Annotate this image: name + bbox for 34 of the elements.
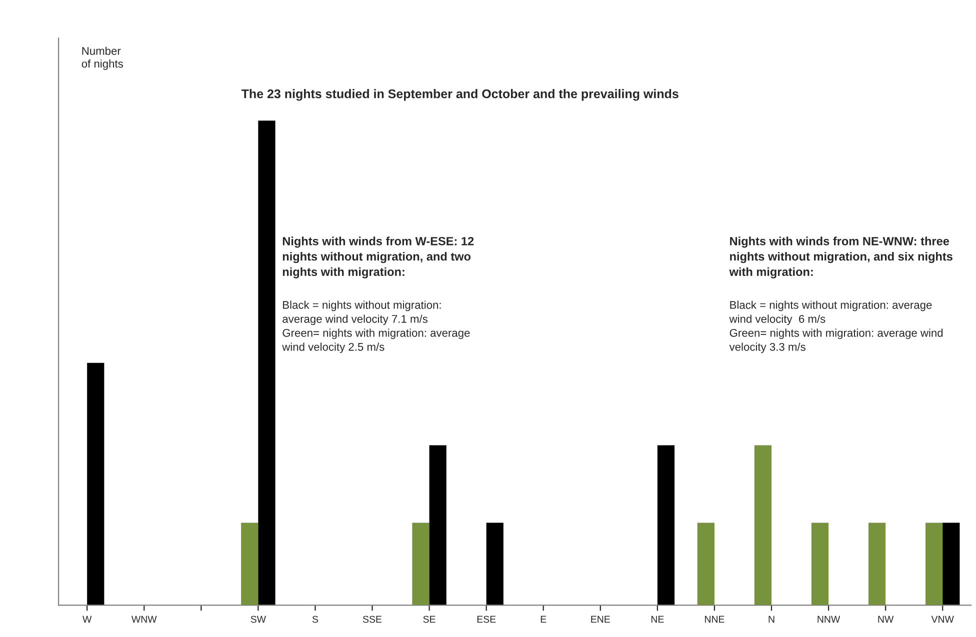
x-tick-label: W [82,616,92,623]
bar [657,445,675,606]
x-tick-label: N [768,616,774,623]
x-tick-label: SW [250,616,266,623]
x-tick-label: SE [423,616,436,623]
x-tick-label: NE [651,616,664,623]
bar [942,522,960,606]
x-tick-label: VNW [931,616,954,623]
annotation: Nights with winds from NE-WNW: three nights without migration, and six nights with migration: [729,236,952,278]
annotation: Nights with winds from W-ESE: 12 nights without migration, and two nights with migration: [282,236,474,278]
bar [868,522,886,606]
annotation: Black = nights without migration: average wind velocity 6 m/s Green= nights with migration: average wind velocity 3.3 m/s [729,300,943,354]
x-tick-label: WNW [131,616,157,623]
x-tick-label: S [312,616,318,623]
x-tick-label: ESE [477,616,496,623]
bar [811,522,829,606]
bar [412,522,430,606]
bar [258,120,276,606]
x-tick-label: ENE [591,616,610,623]
x-tick-label: NNE [704,616,724,623]
bar [486,522,504,606]
chart-title: The 23 nights studied in September and October and the prevailing winds [241,89,678,101]
bar [429,445,446,606]
bar [241,522,258,606]
bar [697,522,714,606]
x-tick-label: SSE [362,616,382,623]
bar [754,445,772,606]
annotation: Black = nights without migration: average wind velocity 7.1 m/s Green= nights with migration: average wind velocity 2.5 m/s [282,300,470,354]
x-tick-label: NNW [818,616,840,623]
x-tick-label: NW [878,616,894,623]
y-axis-title: Number of nights [82,46,123,70]
bar [925,522,943,606]
x-tick-label: E [540,616,546,623]
bar [87,362,104,606]
